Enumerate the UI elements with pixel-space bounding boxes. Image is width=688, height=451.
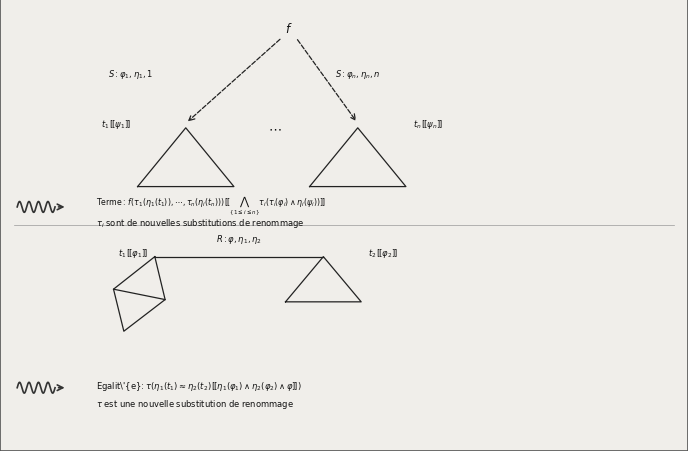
Text: $t_1\,[\![\psi_1]\!]$: $t_1\,[\![\psi_1]\!]$: [101, 118, 131, 130]
Text: $\tau$ est une nouvelle substitution de renommage: $\tau$ est une nouvelle substitution de …: [96, 397, 294, 410]
Text: $t_n\,[\![\psi_n]\!]$: $t_n\,[\![\psi_n]\!]$: [413, 118, 442, 130]
Text: Terme$\,$: $f(\tau_1(\eta_1(t_1)),\cdots,\tau_n(\eta_i(t_n)))\,[\![\bigwedge_{\{: Terme$\,$: $f(\tau_1(\eta_1(t_1)),\cdots…: [96, 194, 326, 216]
Text: $t_1\,[\![\varphi_1]\!]$: $t_1\,[\![\varphi_1]\!]$: [118, 246, 148, 259]
Text: $\cdots$: $\cdots$: [268, 122, 282, 135]
Text: $R:\varphi,\eta_1,\eta_2$: $R:\varphi,\eta_1,\eta_2$: [216, 233, 262, 245]
Text: $t_2\,[\![\varphi_2]\!]$: $t_2\,[\![\varphi_2]\!]$: [368, 246, 398, 259]
Text: $S:\varphi_1,\eta_1,1$: $S:\varphi_1,\eta_1,1$: [108, 68, 153, 81]
Text: Egalit\'{e}: $\tau(\eta_1(t_1)\approx\eta_2(t_2)\,[\![\eta_1(\varphi_1)\wedge\et: Egalit\'{e}: $\tau(\eta_1(t_1)\approx\et…: [96, 379, 302, 392]
Text: $\tau_i$ sont de nouvelles substitutions de renommage: $\tau_i$ sont de nouvelles substitutions…: [96, 217, 305, 230]
Text: $S:\varphi_n,\eta_n,n$: $S:\varphi_n,\eta_n,n$: [335, 68, 380, 81]
Text: $f$: $f$: [285, 23, 293, 36]
